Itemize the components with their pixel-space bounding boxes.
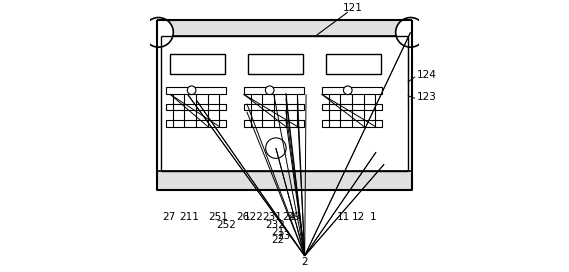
Text: 252: 252 [217,220,237,230]
Text: 22: 22 [271,235,284,245]
Text: 122: 122 [244,212,263,222]
Text: 27: 27 [162,212,175,222]
Text: 23: 23 [277,231,291,242]
Text: 124: 124 [417,70,437,81]
Bar [321,120,382,126]
Text: 123: 123 [417,92,437,102]
Bar [326,54,381,74]
Bar [170,54,225,74]
Circle shape [344,86,352,95]
Text: 21: 21 [271,227,284,237]
Text: 251: 251 [209,212,229,222]
Circle shape [395,17,425,47]
Text: 26: 26 [236,212,249,222]
Text: 12: 12 [352,212,365,222]
Circle shape [187,86,196,95]
Text: 211: 211 [179,212,199,222]
Bar [156,20,413,36]
Bar [156,171,413,190]
Circle shape [266,138,286,158]
Circle shape [144,17,174,47]
Bar [248,54,303,74]
Text: 1: 1 [370,212,377,222]
Circle shape [265,86,274,95]
Bar [321,87,382,94]
Text: 231: 231 [262,212,282,222]
Bar [166,104,226,110]
Bar [244,104,304,110]
Bar [244,87,304,94]
Bar [166,87,226,94]
Text: 24: 24 [282,212,295,222]
Bar [244,120,304,126]
Bar [166,120,226,126]
Bar [321,104,382,110]
Text: 232: 232 [265,220,284,230]
Text: 2: 2 [302,257,308,267]
Text: 121: 121 [343,3,363,13]
Text: 11: 11 [337,212,351,222]
Text: 29: 29 [287,212,300,222]
